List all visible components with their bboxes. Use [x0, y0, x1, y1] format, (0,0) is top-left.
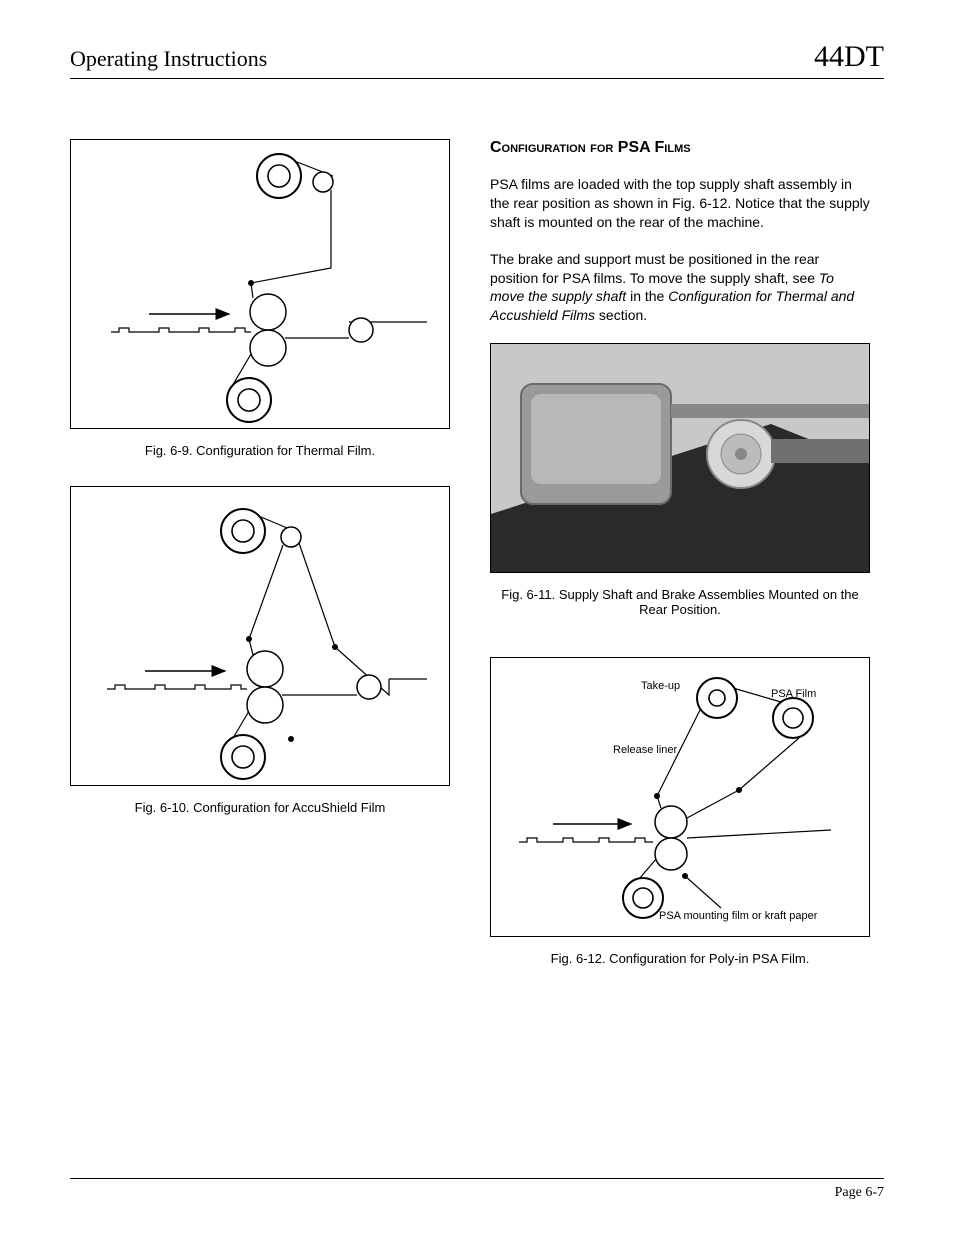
figure-6-11-illustration: [491, 344, 870, 573]
left-column: Fig. 6-9. Configuration for Thermal Film…: [70, 139, 450, 994]
paragraph-2: The brake and support must be positioned…: [490, 250, 870, 326]
header-title-left: Operating Instructions: [70, 46, 267, 72]
para2-text-a: The brake and support must be positioned…: [490, 251, 819, 286]
figure-6-12-caption: Fig. 6-12. Configuration for Poly-in PSA…: [490, 951, 870, 966]
figure-6-11-caption: Fig. 6-11. Supply Shaft and Brake Assemb…: [490, 587, 870, 617]
figure-6-9-caption: Fig. 6-9. Configuration for Thermal Film…: [70, 443, 450, 458]
label-takeup: Take-up: [641, 680, 680, 692]
right-column: Configuration for PSA Films PSA films ar…: [490, 139, 870, 994]
page-footer: Page 6-7: [70, 1178, 884, 1201]
section-heading-psa: Configuration for PSA Films: [490, 139, 870, 157]
figure-6-10-diagram: [71, 487, 451, 787]
label-mounting: PSA mounting film or kraft paper: [659, 910, 817, 922]
page-number: Page 6-7: [835, 1185, 884, 1200]
figure-6-10-box: [70, 486, 450, 786]
page-header: Operating Instructions 44DT: [70, 40, 884, 79]
figure-6-12-box: Take-up PSA Film Release liner PSA mount…: [490, 657, 870, 937]
figure-6-11-photo: [490, 343, 870, 573]
label-release-liner: Release liner: [613, 744, 677, 756]
figure-6-12-diagram: [491, 658, 871, 938]
para2-text-c: section.: [595, 307, 647, 323]
paragraph-1: PSA films are loaded with the top supply…: [490, 175, 870, 232]
content-columns: Fig. 6-9. Configuration for Thermal Film…: [70, 139, 884, 994]
para2-text-b: in the: [626, 288, 668, 304]
figure-6-10-caption: Fig. 6-10. Configuration for AccuShield …: [70, 800, 450, 815]
figure-6-9-box: [70, 139, 450, 429]
header-title-right: 44DT: [814, 40, 884, 74]
figure-6-9-diagram: [71, 140, 451, 430]
label-psa-film: PSA Film: [771, 688, 816, 700]
